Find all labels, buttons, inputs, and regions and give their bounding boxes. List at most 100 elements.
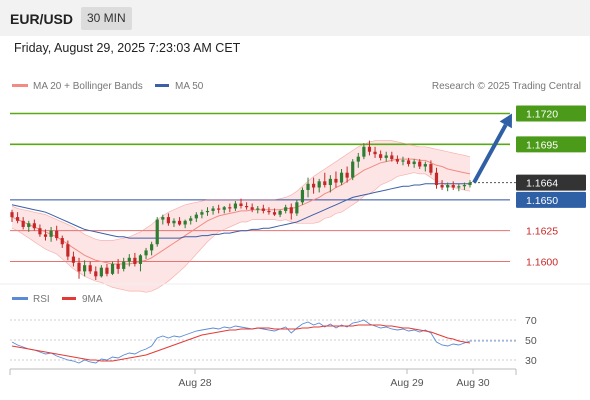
candle-body	[99, 267, 103, 277]
x-tick-label: Aug 29	[390, 377, 423, 389]
forecast-arrow-shaft	[472, 123, 508, 184]
last-price-tag	[516, 174, 586, 191]
candle-body	[27, 223, 31, 227]
candle-body	[60, 238, 64, 245]
candle-body	[66, 244, 70, 257]
candle-body	[379, 154, 383, 158]
candle-body	[267, 210, 271, 213]
ma9-legend-swatch	[62, 297, 76, 300]
rsi-tick-30: 30	[525, 355, 537, 367]
forecast-layer	[472, 113, 512, 184]
candle-body	[317, 181, 321, 188]
candle-body	[200, 212, 204, 215]
moving-average-layer	[11, 140, 471, 293]
candle-body	[150, 244, 154, 251]
candle-body	[429, 164, 433, 173]
candle-body	[122, 261, 126, 269]
rsi-ma-line	[11, 324, 471, 362]
candle-body	[289, 207, 293, 214]
rsi-layer: 70 50 30	[10, 315, 537, 367]
candle-body	[88, 265, 92, 272]
candle-body	[323, 181, 327, 186]
candle-body	[83, 265, 87, 272]
candle-body	[339, 172, 344, 183]
candle-body	[133, 257, 137, 264]
candle-body	[183, 220, 187, 225]
candle-body	[423, 164, 427, 167]
candle-body	[356, 156, 360, 162]
candle-body	[222, 207, 226, 210]
candle-body	[256, 208, 260, 210]
x-tick-label: Aug 30	[456, 377, 489, 389]
candle-body	[446, 185, 450, 188]
candle-body	[172, 220, 176, 224]
candle-body	[49, 230, 53, 237]
candle-body	[367, 146, 372, 152]
candle-body	[233, 203, 238, 209]
candle-body	[15, 217, 20, 221]
candle-body	[362, 146, 366, 157]
header-bar: EUR/USD 30 MIN	[0, 0, 590, 36]
bollinger-lower-line	[11, 172, 471, 293]
bollinger-legend-label: MA 20 + Bollinger Bands	[33, 81, 143, 92]
interval-button[interactable]: 30 MIN	[81, 7, 132, 30]
level-label-1.1625: 1.1625	[526, 226, 558, 238]
level-tag-1.1695	[516, 136, 586, 153]
candle-body	[418, 161, 422, 167]
candle-body	[205, 210, 210, 213]
candle-body	[384, 155, 388, 158]
level-label-1.1720: 1.1720	[526, 109, 558, 121]
candle-body	[144, 250, 148, 256]
last-price-label: 1.1664	[526, 178, 558, 190]
candle-body	[295, 202, 299, 214]
candle-body	[194, 214, 198, 219]
x-tick-label: Aug 28	[178, 377, 211, 389]
bollinger-band-layer	[12, 140, 470, 293]
candle-body	[38, 228, 42, 235]
candle-body	[462, 185, 467, 187]
rsi-legend-swatch	[12, 297, 28, 300]
candle-body	[244, 206, 249, 208]
candle-body	[300, 189, 305, 203]
candle-body	[166, 217, 170, 224]
candle-body	[312, 183, 316, 188]
level-label-1.1650: 1.1650	[526, 195, 558, 207]
candle-body	[373, 151, 377, 155]
candle-body	[278, 210, 282, 215]
ma9-legend-label: 9MA	[82, 294, 103, 305]
ma50-legend-label: MA 50	[175, 81, 204, 92]
candle-body	[155, 219, 159, 245]
rsi-tick-70: 70	[525, 315, 537, 327]
candle-body	[328, 178, 332, 186]
forecast-arrow-head	[499, 113, 512, 129]
level-tag-1.1720	[516, 105, 586, 122]
candle-body	[32, 223, 36, 229]
candle-body	[395, 159, 399, 162]
candle-body	[228, 207, 232, 209]
candle-body	[457, 186, 461, 188]
candle-body	[43, 234, 48, 237]
candles-layer	[10, 140, 472, 280]
candle-body	[451, 185, 455, 188]
price-labels-layer: 1.1720 1.1695 1.1650 1.1625 1.1600 1.1664	[516, 105, 586, 269]
level-lines-layer	[10, 112, 516, 262]
candle-body	[272, 212, 277, 215]
candle-body	[412, 161, 416, 165]
candle-body	[21, 220, 25, 227]
level-label-1.1600: 1.1600	[526, 257, 558, 269]
candle-body	[110, 263, 115, 274]
candle-body	[138, 255, 143, 264]
ma50-line	[11, 183, 470, 239]
candle-body	[434, 172, 439, 186]
candle-body	[105, 267, 109, 274]
candle-body	[334, 178, 338, 183]
candle-body	[77, 262, 81, 272]
candle-body	[55, 230, 59, 239]
candle-body	[390, 155, 394, 160]
candle-body	[127, 257, 131, 262]
candle-body	[440, 185, 444, 188]
level-label-1.1695: 1.1695	[526, 139, 558, 151]
candle-body	[261, 208, 265, 211]
